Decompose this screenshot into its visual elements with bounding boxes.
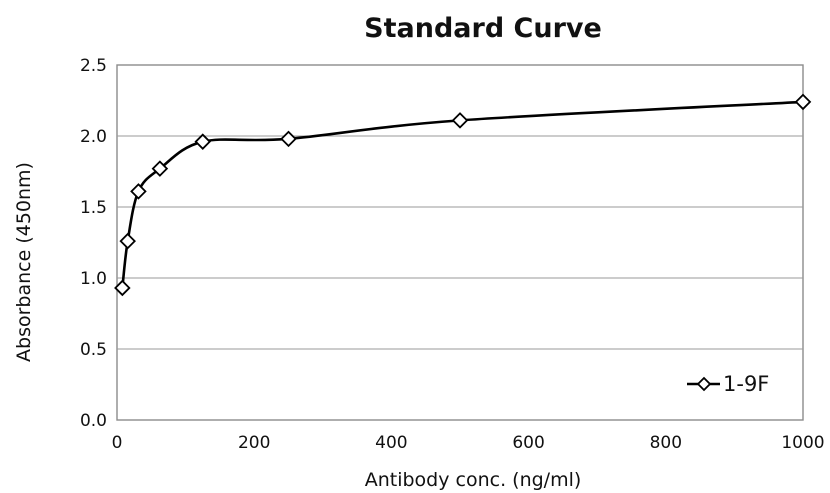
- x-axis-ticks: 0 200 400 600 800 1000: [112, 433, 825, 453]
- data-point-5: [280, 130, 297, 148]
- x-tick-label: 200: [238, 433, 270, 453]
- y-tick-label: 2.5: [80, 56, 107, 76]
- y-tick-label: 0.0: [80, 411, 107, 431]
- y-tick-label: 2.0: [80, 127, 107, 147]
- data-point-6: [451, 112, 469, 129]
- data-point-3: [151, 160, 169, 177]
- series-markers: [114, 93, 812, 297]
- y-tick-label: 1.0: [80, 269, 107, 289]
- y-tick-label: 0.5: [80, 340, 107, 360]
- x-tick-label: 400: [375, 433, 407, 453]
- data-point-0: [114, 279, 131, 297]
- legend-marker-diamond: [696, 376, 712, 392]
- data-point-1: [119, 232, 136, 250]
- series-line-1-9f: [121, 100, 805, 290]
- data-point-4: [194, 133, 212, 150]
- chart-title: Standard Curve: [364, 13, 602, 44]
- legend-label: 1-9F: [723, 372, 769, 396]
- y-tick-label: 1.5: [80, 198, 107, 218]
- data-point-2: [130, 183, 147, 200]
- x-tick-label: 800: [650, 433, 682, 453]
- gridlines: [117, 135, 803, 350]
- x-tick-label: 0: [112, 433, 123, 453]
- legend: 1-9F: [687, 372, 769, 396]
- x-tick-label: 600: [512, 433, 544, 453]
- x-tick-label: 1000: [781, 433, 824, 453]
- x-axis-label: Antibody conc. (ng/ml): [365, 469, 582, 491]
- data-point-7: [794, 93, 812, 111]
- y-axis-label: Absorbance (450nm): [13, 162, 35, 362]
- y-axis-ticks: 0.0 0.5 1.0 1.5 2.0 2.5: [80, 56, 107, 431]
